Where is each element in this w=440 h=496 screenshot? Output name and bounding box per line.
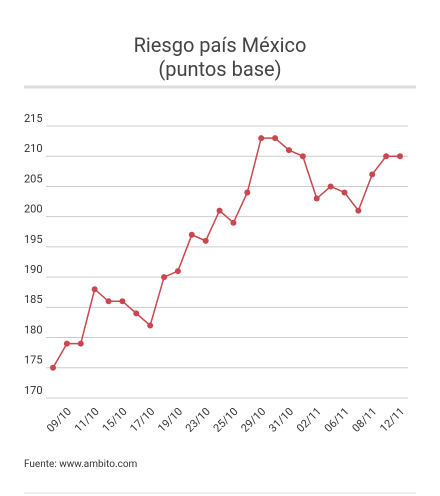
x-tick-label: 11/10: [72, 405, 102, 435]
point: [147, 322, 154, 329]
point: [272, 135, 279, 142]
x-tick-label: 29/10: [238, 405, 268, 435]
y-tick-label: 180: [24, 323, 43, 336]
point: [397, 153, 403, 160]
point: [77, 340, 84, 347]
point: [355, 207, 362, 214]
source: Fuente: www.ambito.com: [24, 459, 138, 470]
x-tick-label: 06/11: [322, 405, 352, 435]
point: [285, 147, 292, 154]
point: [383, 153, 390, 160]
x-tick-label: 25/10: [211, 405, 241, 435]
y-tick-label: 170: [24, 384, 43, 397]
point: [244, 189, 251, 196]
chart-title: Riesgo país México: [134, 33, 307, 57]
y-tick-label: 185: [24, 293, 43, 306]
x-tick-label: 12/11: [377, 405, 407, 435]
point: [133, 310, 140, 317]
point: [91, 286, 98, 293]
y-tick-label: 195: [24, 233, 43, 246]
point: [105, 298, 112, 305]
point: [174, 268, 181, 275]
point: [313, 195, 320, 202]
chart-subtitle: (puntos base): [158, 57, 281, 81]
point: [341, 189, 348, 196]
point: [50, 364, 56, 371]
point: [202, 237, 209, 244]
point: [327, 183, 334, 190]
x-tick-label: 15/10: [100, 405, 130, 435]
x-tick-label: 09/10: [44, 405, 74, 435]
point: [161, 274, 168, 281]
y-tick-label: 205: [24, 172, 43, 185]
y-tick-label: 215: [24, 112, 43, 125]
x-tick-label: 31/10: [266, 405, 296, 435]
y-tick-label: 200: [24, 203, 43, 216]
point: [188, 231, 195, 238]
x-tick-label: 08/11: [350, 405, 380, 435]
y-tick-label: 210: [24, 142, 43, 155]
point: [216, 207, 223, 214]
y-tick-label: 175: [24, 354, 43, 367]
point: [369, 171, 376, 178]
x-tick-label: 19/10: [155, 405, 185, 435]
point: [63, 340, 70, 347]
y-tick-label: 190: [24, 263, 43, 276]
x-tick-label: 02/11: [294, 405, 324, 435]
point: [230, 219, 237, 226]
x-tick-label: 23/10: [183, 405, 213, 435]
point: [258, 135, 265, 142]
point: [119, 298, 126, 305]
series-line: [52, 137, 400, 369]
point: [299, 153, 306, 160]
x-tick-label: 17/10: [127, 405, 157, 435]
